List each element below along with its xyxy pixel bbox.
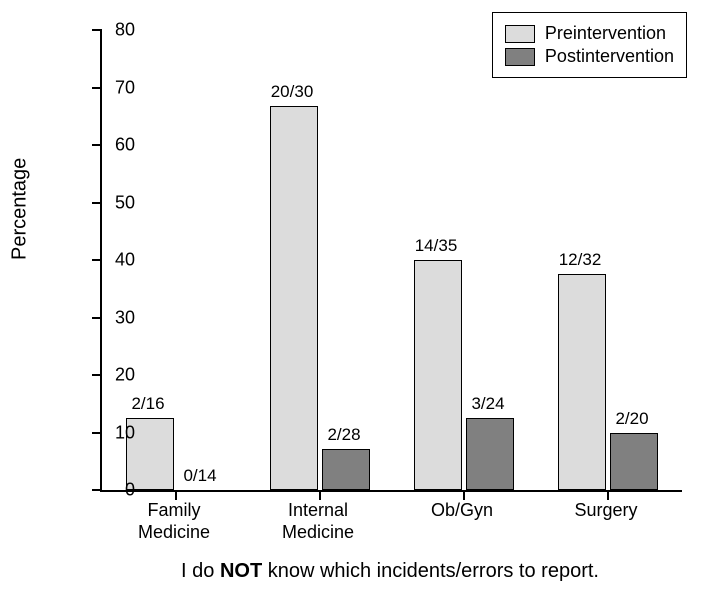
y-tick — [92, 202, 102, 204]
bar-value-label: 2/20 — [615, 409, 648, 429]
legend-swatch-post — [505, 48, 535, 66]
y-tick — [92, 317, 102, 319]
x-caption-bold: NOT — [220, 560, 262, 582]
bar — [414, 260, 462, 490]
y-tick-label: 50 — [115, 192, 135, 213]
x-tick — [607, 490, 609, 500]
bar-value-label: 20/30 — [271, 82, 314, 102]
bar-value-label: 2/28 — [327, 425, 360, 445]
legend: Preintervention Postintervention — [492, 12, 687, 78]
y-tick — [92, 259, 102, 261]
bar — [322, 449, 370, 490]
chart-container: Percentage I do NOT know which incidents… — [0, 0, 727, 603]
bar — [466, 418, 514, 490]
bar — [558, 274, 606, 490]
y-tick-label: 0 — [125, 480, 135, 501]
bar — [610, 433, 658, 491]
bar-value-label: 2/16 — [131, 394, 164, 414]
x-tick-label: InternalMedicine — [258, 500, 378, 543]
y-tick-label: 30 — [115, 307, 135, 328]
y-tick — [92, 144, 102, 146]
y-tick-label: 10 — [115, 422, 135, 443]
y-tick-label: 20 — [115, 365, 135, 386]
x-tick — [175, 490, 177, 500]
bar-value-label: 12/32 — [559, 250, 602, 270]
y-tick-label: 80 — [115, 20, 135, 41]
x-tick-label: FamilyMedicine — [114, 500, 234, 543]
x-tick — [463, 490, 465, 500]
legend-label-pre: Preintervention — [545, 23, 666, 44]
legend-swatch-pre — [505, 25, 535, 43]
x-axis-caption: I do NOT know which incidents/errors to … — [100, 560, 680, 583]
legend-item-pre: Preintervention — [505, 23, 674, 44]
y-tick — [92, 374, 102, 376]
y-tick — [92, 489, 102, 491]
x-tick — [319, 490, 321, 500]
bar-value-label: 0/14 — [183, 466, 216, 486]
bar — [270, 106, 318, 490]
y-tick — [92, 432, 102, 434]
bar-value-label: 3/24 — [471, 394, 504, 414]
y-tick-label: 40 — [115, 250, 135, 271]
y-tick — [92, 87, 102, 89]
y-tick-label: 60 — [115, 135, 135, 156]
x-tick-label: Ob/Gyn — [402, 500, 522, 522]
legend-item-post: Postintervention — [505, 46, 674, 67]
x-caption-post: know which incidents/errors to report. — [262, 560, 599, 582]
legend-label-post: Postintervention — [545, 46, 674, 67]
bar-value-label: 14/35 — [415, 236, 458, 256]
x-tick-label: Surgery — [546, 500, 666, 522]
x-caption-pre: I do — [181, 560, 220, 582]
y-axis-label: Percentage — [9, 158, 32, 260]
y-tick-label: 70 — [115, 77, 135, 98]
y-tick — [92, 29, 102, 31]
